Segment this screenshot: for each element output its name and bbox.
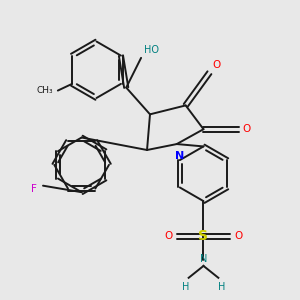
Text: N: N — [175, 152, 184, 161]
Text: F: F — [31, 184, 37, 194]
Text: CH₃: CH₃ — [37, 86, 53, 95]
Text: N: N — [200, 254, 207, 264]
Text: S: S — [199, 229, 208, 243]
Text: H: H — [218, 282, 225, 292]
Text: O: O — [242, 124, 250, 134]
Text: O: O — [235, 231, 243, 241]
Text: H: H — [182, 282, 189, 292]
Text: O: O — [212, 60, 221, 70]
Text: HO: HO — [144, 45, 159, 55]
Text: O: O — [164, 231, 172, 241]
